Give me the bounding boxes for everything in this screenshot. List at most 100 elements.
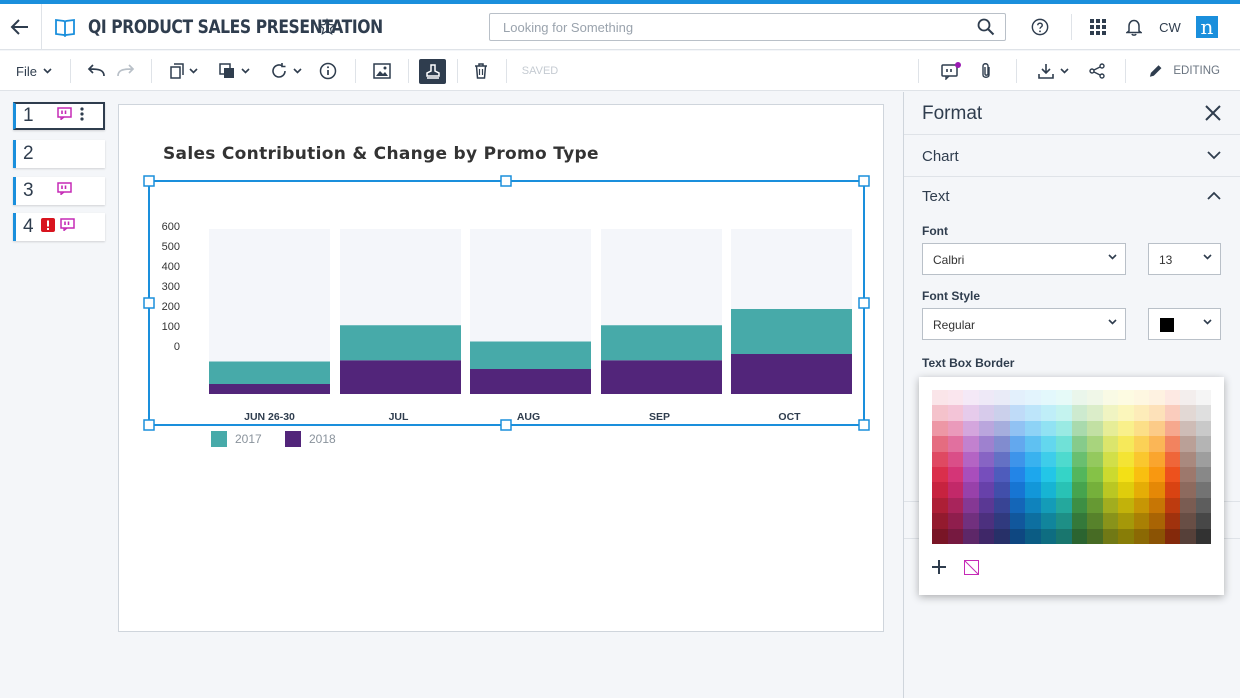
color-swatch[interactable]	[1071, 497, 1087, 514]
color-swatch[interactable]	[1195, 451, 1211, 467]
color-swatch[interactable]	[1025, 528, 1041, 544]
color-swatch[interactable]	[1195, 436, 1211, 452]
color-swatch[interactable]	[1195, 497, 1211, 514]
bell-icon[interactable]	[1124, 16, 1144, 38]
color-swatch[interactable]	[1149, 436, 1165, 452]
slide-thumbnail[interactable]: 4	[13, 213, 105, 241]
color-swatch[interactable]	[1118, 513, 1134, 529]
color-swatch[interactable]	[1009, 405, 1025, 421]
color-swatch[interactable]	[932, 482, 948, 498]
attachment-icon[interactable]	[977, 51, 995, 91]
color-swatch[interactable]	[1056, 420, 1072, 437]
resize-handle[interactable]	[858, 297, 870, 309]
color-swatch[interactable]	[1040, 467, 1056, 483]
color-swatch[interactable]	[978, 513, 994, 529]
color-swatch[interactable]	[1025, 467, 1041, 483]
color-swatch[interactable]	[947, 513, 963, 529]
color-swatch[interactable]	[1164, 390, 1180, 406]
color-swatch[interactable]	[1133, 405, 1149, 421]
font-size-select[interactable]: 13	[1148, 243, 1221, 275]
bar-segment-2017[interactable]	[601, 325, 722, 361]
color-swatch[interactable]	[1009, 467, 1025, 483]
color-swatch[interactable]	[978, 451, 994, 467]
download-menu-button[interactable]	[1034, 51, 1072, 91]
color-swatch[interactable]	[1087, 528, 1103, 544]
bar-segment-2017[interactable]	[731, 309, 852, 354]
color-swatch[interactable]	[1118, 482, 1134, 498]
color-swatch[interactable]	[1056, 467, 1072, 483]
color-swatch[interactable]	[1133, 528, 1149, 544]
color-swatch[interactable]	[1102, 436, 1118, 452]
color-swatch[interactable]	[978, 482, 994, 498]
color-swatch[interactable]	[1009, 420, 1025, 437]
resize-handle[interactable]	[143, 419, 155, 431]
color-swatch[interactable]	[1056, 390, 1072, 406]
color-swatch[interactable]	[1040, 420, 1056, 437]
color-swatch[interactable]	[1087, 390, 1103, 406]
font-style-select[interactable]: Regular	[922, 308, 1126, 340]
add-color-icon[interactable]	[931, 559, 947, 580]
color-swatch[interactable]	[1087, 497, 1103, 514]
color-swatch[interactable]	[1025, 482, 1041, 498]
color-swatch[interactable]	[932, 497, 948, 514]
color-swatch[interactable]	[994, 513, 1010, 529]
color-swatch[interactable]	[1040, 405, 1056, 421]
bar-segment-2018[interactable]	[601, 360, 722, 394]
search-icon[interactable]	[977, 18, 995, 41]
color-swatch[interactable]	[1118, 405, 1134, 421]
color-swatch[interactable]	[932, 467, 948, 483]
color-swatch[interactable]	[1056, 528, 1072, 544]
color-swatch[interactable]	[1118, 420, 1134, 437]
resize-handle[interactable]	[143, 175, 155, 187]
color-swatch[interactable]	[1133, 497, 1149, 514]
color-swatch[interactable]	[1009, 482, 1025, 498]
bar-segment-2018[interactable]	[470, 369, 591, 394]
color-swatch[interactable]	[1180, 390, 1196, 406]
color-swatch[interactable]	[1149, 482, 1165, 498]
color-swatch[interactable]	[1164, 467, 1180, 483]
bar-segment-2017[interactable]	[470, 341, 591, 370]
color-swatch[interactable]	[1087, 513, 1103, 529]
color-swatch[interactable]	[947, 420, 963, 437]
color-swatch[interactable]	[947, 390, 963, 406]
color-swatch[interactable]	[1087, 405, 1103, 421]
color-swatch[interactable]	[947, 405, 963, 421]
resize-handle[interactable]	[143, 297, 155, 309]
more-vertical-icon[interactable]	[80, 106, 84, 126]
color-swatch[interactable]	[994, 497, 1010, 514]
resize-handle[interactable]	[858, 175, 870, 187]
color-swatch[interactable]	[1149, 528, 1165, 544]
color-swatch[interactable]	[1164, 528, 1180, 544]
bar-segment-2017[interactable]	[340, 325, 461, 361]
editing-mode-button[interactable]: EDITING	[1148, 51, 1220, 91]
color-swatch[interactable]	[1164, 497, 1180, 514]
color-swatch[interactable]	[963, 467, 979, 483]
color-swatch[interactable]	[963, 420, 979, 437]
color-swatch[interactable]	[994, 482, 1010, 498]
trash-icon[interactable]	[471, 51, 491, 91]
color-swatch[interactable]	[1118, 497, 1134, 514]
color-swatch[interactable]	[947, 482, 963, 498]
color-swatch[interactable]	[1133, 513, 1149, 529]
color-swatch[interactable]	[1056, 451, 1072, 467]
close-icon[interactable]	[1205, 105, 1221, 126]
star-icon[interactable]	[316, 16, 338, 38]
bar-segment-2018[interactable]	[340, 360, 461, 394]
color-swatch[interactable]	[1149, 451, 1165, 467]
color-swatch[interactable]	[1009, 451, 1025, 467]
color-swatch[interactable]	[1102, 513, 1118, 529]
color-swatch[interactable]	[1180, 528, 1196, 544]
color-swatch[interactable]	[947, 436, 963, 452]
help-icon[interactable]	[1029, 16, 1051, 38]
color-swatch[interactable]	[1025, 420, 1041, 437]
color-swatch[interactable]	[1195, 467, 1211, 483]
color-swatch[interactable]	[1180, 497, 1196, 514]
color-swatch[interactable]	[1087, 482, 1103, 498]
user-initials[interactable]: CW	[1159, 19, 1181, 35]
file-menu-button[interactable]: File	[14, 51, 54, 91]
color-swatch[interactable]	[1149, 467, 1165, 483]
color-swatch[interactable]	[1025, 451, 1041, 467]
color-swatch[interactable]	[1025, 513, 1041, 529]
color-swatch[interactable]	[1180, 436, 1196, 452]
color-swatch[interactable]	[1180, 482, 1196, 498]
